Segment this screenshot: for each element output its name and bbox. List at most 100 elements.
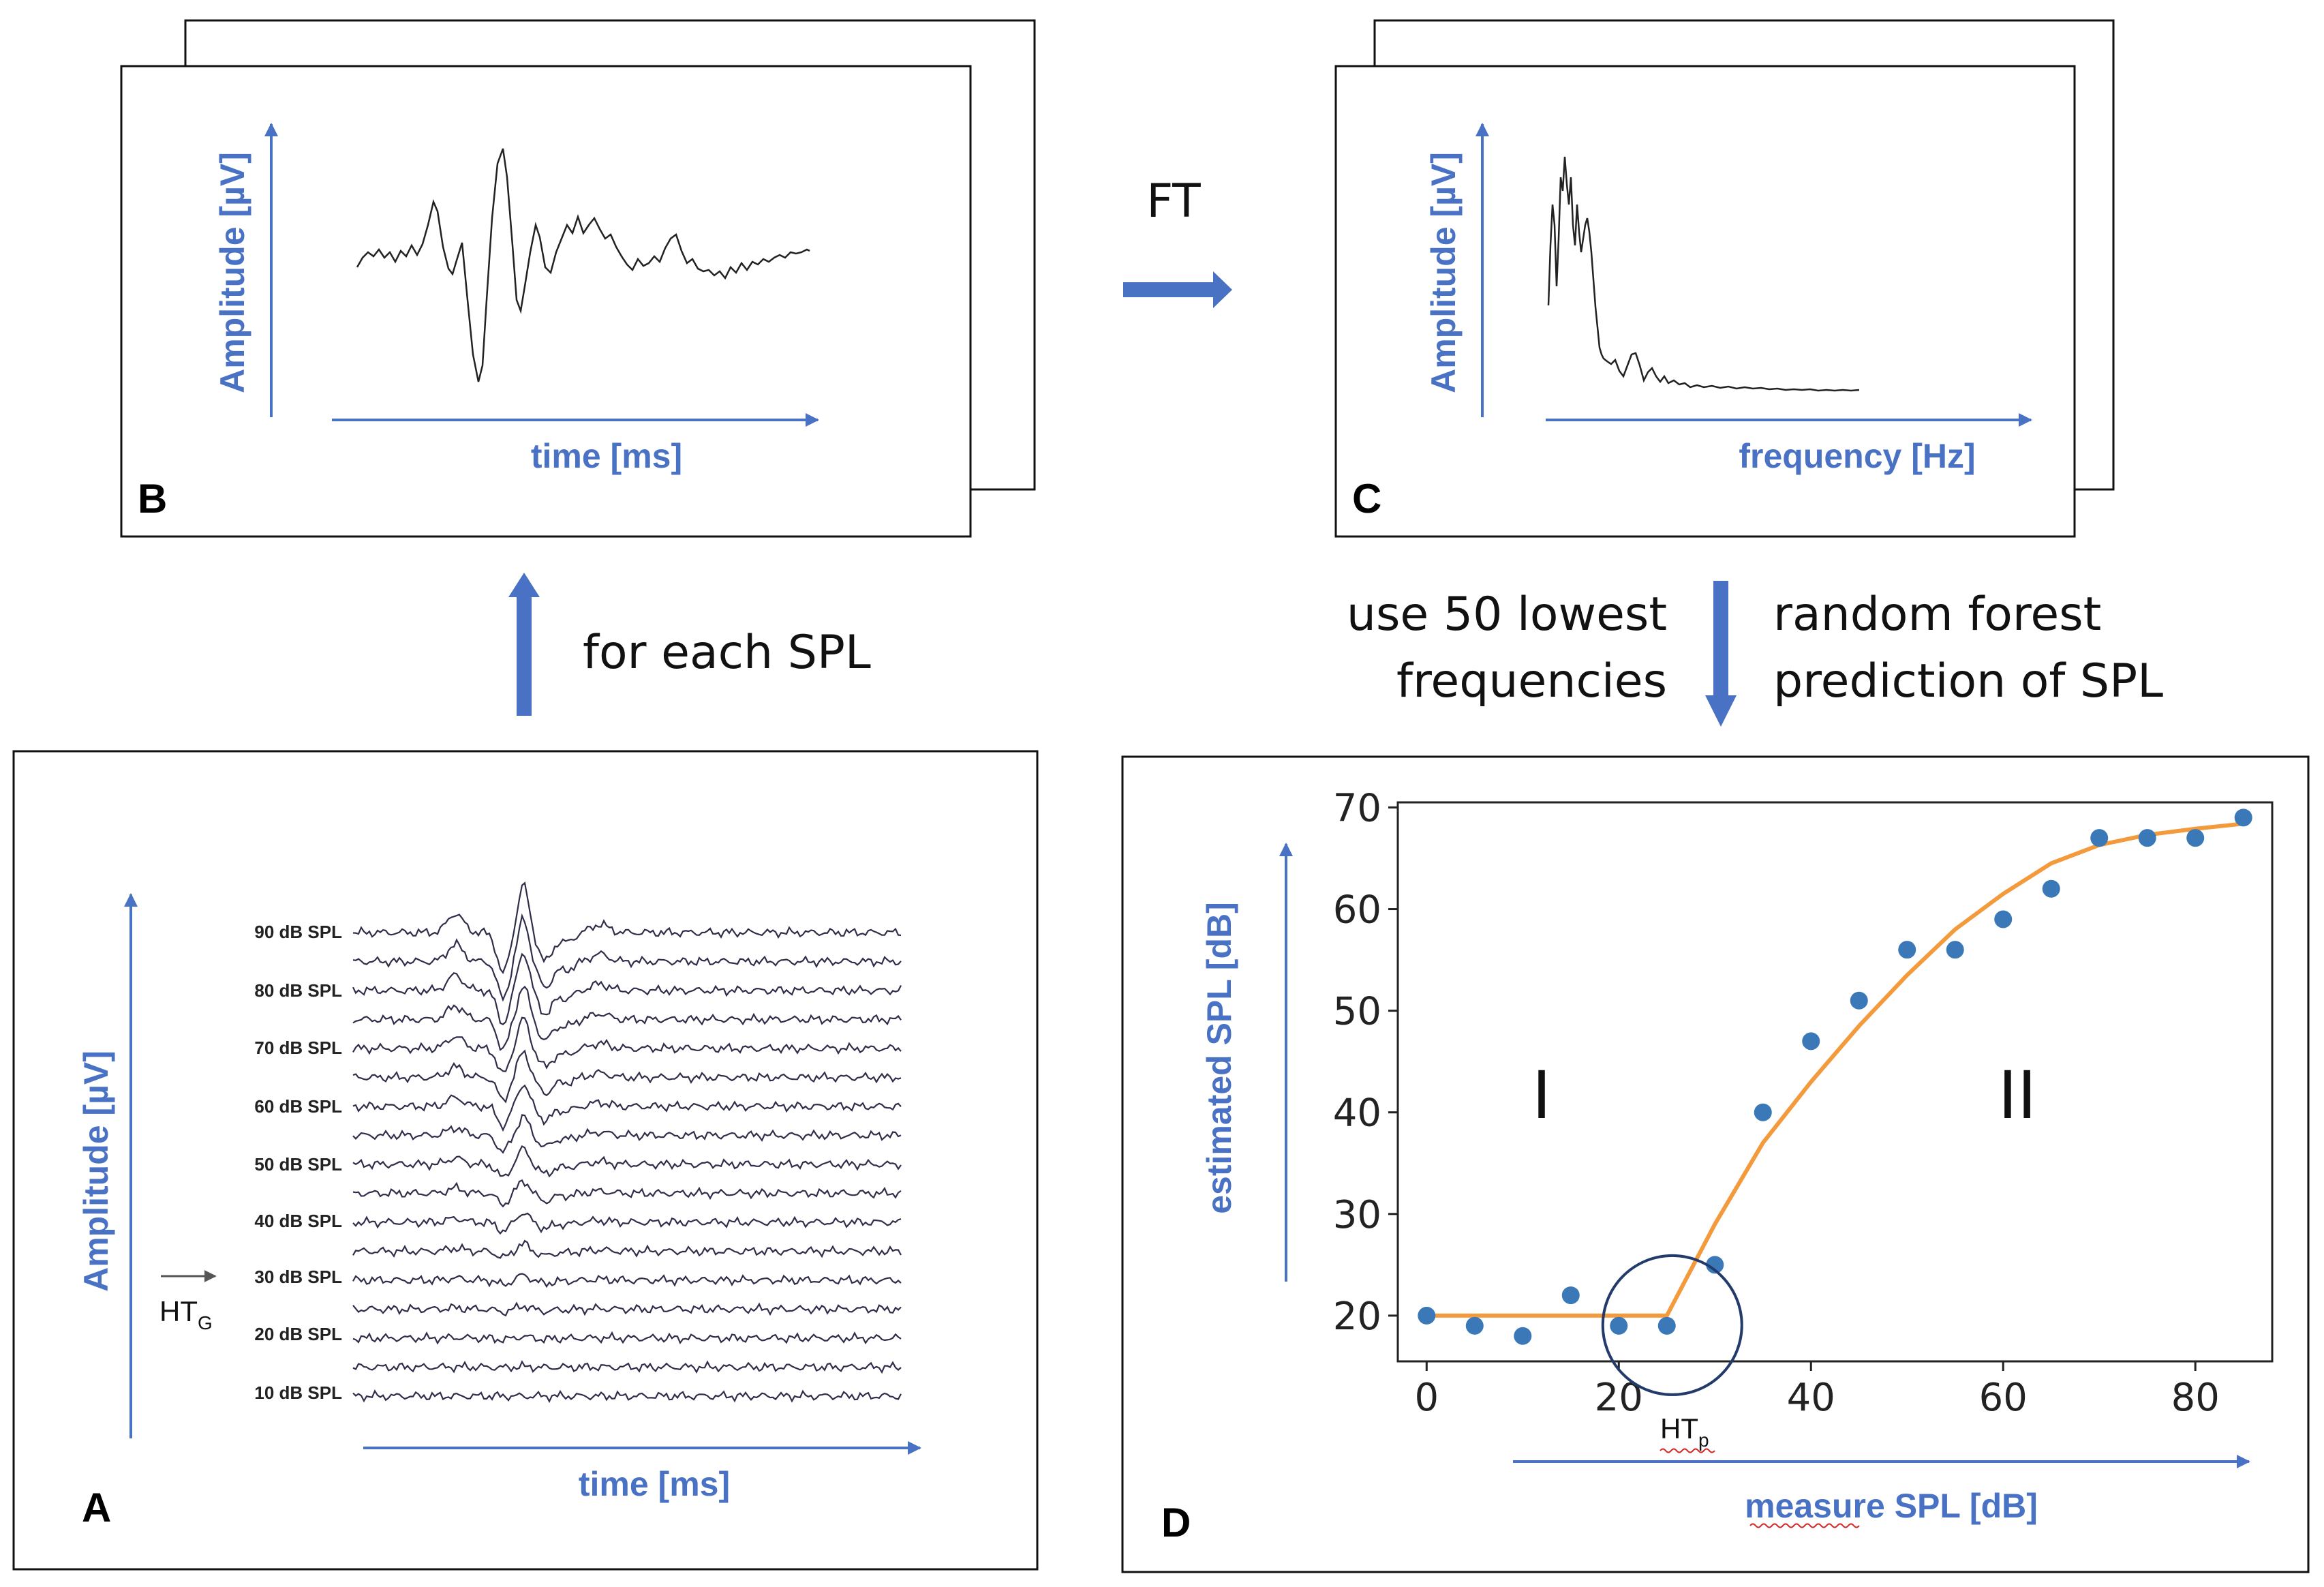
waveform-trace xyxy=(352,1145,902,1178)
y-tick-label: 40 xyxy=(1333,1091,1381,1136)
panel-a-spl-labels: 90 dB SPL 80 dB SPL 70 dB SPL 60 dB SPL … xyxy=(254,922,342,1403)
y-tick-label: 50 xyxy=(1333,990,1381,1034)
waveform-trace xyxy=(352,952,902,1026)
panel-b-waveform xyxy=(356,148,810,382)
spl-label: 30 dB SPL xyxy=(254,1267,342,1287)
data-point xyxy=(1754,1103,1772,1121)
data-point xyxy=(1610,1316,1628,1335)
y-tick-label: 20 xyxy=(1333,1295,1381,1339)
spl-label: 70 dB SPL xyxy=(254,1038,342,1058)
waveform-trace xyxy=(352,1360,902,1374)
x-tick-label: 20 xyxy=(1595,1376,1643,1420)
panel-c-label: C xyxy=(1352,476,1381,522)
arrow-b-to-c-label: FT xyxy=(1146,175,1201,228)
arrow-a-to-b-label: for each SPL xyxy=(583,626,871,680)
arrow-c-to-d-right-line1: random forest xyxy=(1773,588,2101,641)
arrow-b-to-c-head xyxy=(1213,271,1232,308)
arrow-c-to-d-shaft xyxy=(1713,581,1728,698)
waveform-trace xyxy=(352,1389,902,1404)
panel-b: Amplitude [µV] time [ms] B xyxy=(120,19,1036,538)
panel-b-label: B xyxy=(138,476,167,522)
panel-a-traces xyxy=(352,881,902,1404)
data-point xyxy=(1465,1316,1484,1335)
waveform-trace xyxy=(352,913,902,1002)
spl-label: 10 dB SPL xyxy=(254,1382,342,1403)
waveform-trace xyxy=(352,1212,902,1235)
spl-label: 50 dB SPL xyxy=(254,1154,342,1175)
arrow-c-to-d-left-line2: frequencies xyxy=(1396,654,1667,708)
panel-b-frame xyxy=(120,65,972,538)
region-2-label: II xyxy=(1998,1057,2037,1134)
x-tick-label: 0 xyxy=(1414,1376,1439,1420)
spl-label: 40 dB SPL xyxy=(254,1211,342,1231)
waveform-trace xyxy=(352,881,902,974)
panel-b-x-axis-title: time [ms] xyxy=(531,437,682,475)
panel-c: Amplitude [µV] frequency [Hz] C xyxy=(1334,19,2115,538)
data-point xyxy=(2090,829,2109,847)
data-point xyxy=(1418,1306,1436,1325)
arrow-b-to-c: FT xyxy=(1123,175,1232,308)
data-point xyxy=(1850,991,1868,1010)
x-tick-label: 80 xyxy=(2171,1376,2220,1420)
waveform-trace xyxy=(352,1239,902,1259)
waveform-trace xyxy=(352,1084,902,1132)
waveform-trace xyxy=(352,986,902,1051)
data-point xyxy=(1802,1032,1820,1051)
panel-a-y-axis-title: Amplitude [µV] xyxy=(77,1051,115,1292)
y-tick-label: 30 xyxy=(1333,1193,1381,1237)
plot-area xyxy=(1396,801,2274,1363)
panel-c-spectrum xyxy=(1547,156,1860,392)
arrow-b-to-c-shaft xyxy=(1123,282,1217,297)
region-1-label: I xyxy=(1532,1057,1551,1134)
waveform-trace xyxy=(352,1331,902,1345)
threshold-circle xyxy=(1601,1254,1743,1396)
panel-d-frame xyxy=(1121,755,2310,1573)
panel-c-x-axis-title: frequency [Hz] xyxy=(1739,437,1975,475)
panel-c-y-axis-title: Amplitude [µV] xyxy=(1424,152,1463,393)
arrow-a-to-b-head xyxy=(508,573,540,597)
arrow-c-to-d-left-line1: use 50 lowest xyxy=(1347,588,1667,641)
spl-label: 60 dB SPL xyxy=(254,1096,342,1117)
waveform-trace xyxy=(352,1049,902,1104)
waveform-trace xyxy=(352,1016,902,1072)
x-tick-label: 40 xyxy=(1787,1376,1835,1420)
ht-p-label: HTp xyxy=(1660,1412,1709,1451)
data-point xyxy=(1561,1286,1580,1305)
spl-label: 90 dB SPL xyxy=(254,922,342,942)
data-point xyxy=(1657,1316,1676,1335)
panel-b-y-axis-title: Amplitude [µV] xyxy=(213,152,251,393)
data-point xyxy=(2042,879,2060,898)
plot-ticks: 0 20 40 60 80 20 30 40 50 60 70 xyxy=(1333,786,2220,1420)
x-title-spellcheck-underline xyxy=(1749,1523,1860,1528)
arrow-c-to-d-right-line2: prediction of SPL xyxy=(1773,654,2163,708)
y-tick-label: 70 xyxy=(1333,786,1381,830)
data-points xyxy=(1418,808,2252,1345)
ht-g-label: HTG xyxy=(159,1295,213,1333)
data-point xyxy=(1898,941,1916,959)
arrow-c-to-d-head xyxy=(1705,695,1737,727)
waveform-trace xyxy=(352,1301,902,1317)
panel-a: Amplitude [µV] time [ms] A 90 dB SPL 80 … xyxy=(12,750,1039,1571)
data-point xyxy=(2186,829,2205,847)
data-point xyxy=(1706,1256,1724,1274)
panel-c-frame xyxy=(1334,65,2076,538)
arrow-a-to-b-shaft xyxy=(517,594,532,716)
data-point xyxy=(2138,829,2156,847)
spl-label: 20 dB SPL xyxy=(254,1324,342,1344)
panel-a-label: A xyxy=(82,1485,111,1530)
panel-d-x-axis-title: measure SPL [dB] xyxy=(1745,1487,2038,1525)
waveform-trace xyxy=(352,1273,902,1288)
waveform-trace xyxy=(352,1179,902,1208)
panel-a-ht-marker: HTG xyxy=(159,1270,217,1333)
panel-a-x-axis-title: time [ms] xyxy=(579,1465,730,1503)
data-point xyxy=(1514,1327,1532,1345)
ht-p-spellcheck-underline xyxy=(1660,1448,1715,1453)
spl-label: 80 dB SPL xyxy=(254,980,342,1001)
data-point xyxy=(1946,941,1964,959)
waveform-trace xyxy=(352,1114,902,1154)
panel-d-y-axis-title: estimated SPL [dB] xyxy=(1200,902,1238,1214)
arrow-c-to-d: use 50 lowest frequencies random forest … xyxy=(1347,581,2163,727)
data-point xyxy=(2234,808,2252,827)
